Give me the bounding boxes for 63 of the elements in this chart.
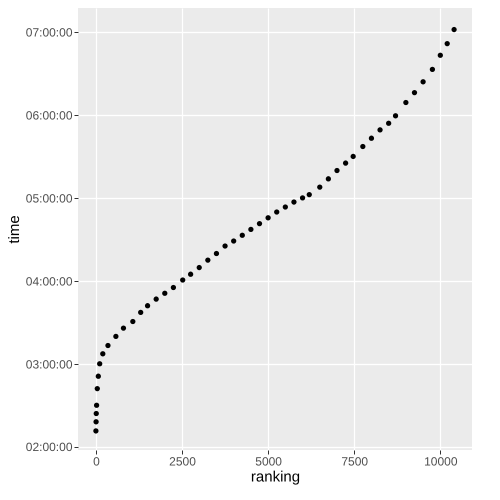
y-tick-label: 07:00:00 xyxy=(26,26,73,40)
point xyxy=(240,232,245,238)
y-tick-label: 06:00:00 xyxy=(26,108,73,122)
point xyxy=(342,160,348,166)
point xyxy=(265,215,271,220)
point xyxy=(205,257,210,263)
point xyxy=(144,303,150,308)
point xyxy=(438,52,443,58)
point xyxy=(196,264,202,270)
point xyxy=(214,250,220,256)
point xyxy=(94,386,100,392)
point xyxy=(96,374,101,379)
x-tick-label: 7500 xyxy=(341,454,368,468)
point xyxy=(291,199,297,205)
x-axis-title: ranking xyxy=(250,468,300,486)
point xyxy=(300,195,306,201)
point xyxy=(94,410,99,416)
point xyxy=(306,192,312,198)
y-tick-label: 05:00:00 xyxy=(26,191,73,206)
y-tick-label: 02:00:00 xyxy=(26,440,73,454)
point xyxy=(162,290,168,296)
point xyxy=(368,136,374,141)
point xyxy=(138,310,144,315)
y-axis-title: time xyxy=(6,215,23,244)
point xyxy=(113,334,119,340)
point xyxy=(282,204,288,210)
point xyxy=(248,226,254,232)
point xyxy=(377,127,383,133)
point xyxy=(420,79,426,84)
point xyxy=(231,238,236,244)
x-tick-label: 0 xyxy=(93,454,100,468)
point xyxy=(444,41,450,46)
point xyxy=(360,144,366,150)
x-tick-label: 5000 xyxy=(255,454,282,468)
point xyxy=(326,176,332,182)
point xyxy=(256,220,262,226)
point xyxy=(154,296,159,302)
point xyxy=(274,209,280,215)
point xyxy=(100,351,106,356)
point xyxy=(430,66,436,72)
point xyxy=(180,277,186,283)
point xyxy=(403,100,409,106)
point xyxy=(350,154,356,160)
point xyxy=(334,168,340,174)
x-tick-label: 10000 xyxy=(424,454,458,468)
point xyxy=(94,402,100,408)
point xyxy=(120,325,126,331)
point xyxy=(392,113,398,118)
point xyxy=(386,120,392,126)
point xyxy=(170,284,176,290)
point xyxy=(130,318,136,324)
y-tick-label: 03:00:00 xyxy=(26,357,73,372)
point xyxy=(93,428,99,434)
point xyxy=(222,243,228,249)
point xyxy=(105,342,111,348)
point xyxy=(93,419,99,424)
point xyxy=(97,361,102,366)
point xyxy=(188,272,194,277)
point xyxy=(412,90,418,96)
x-tick-label: 2500 xyxy=(169,454,196,468)
point xyxy=(451,26,457,32)
y-tick-label: 04:00:00 xyxy=(26,274,73,288)
point xyxy=(317,184,322,190)
